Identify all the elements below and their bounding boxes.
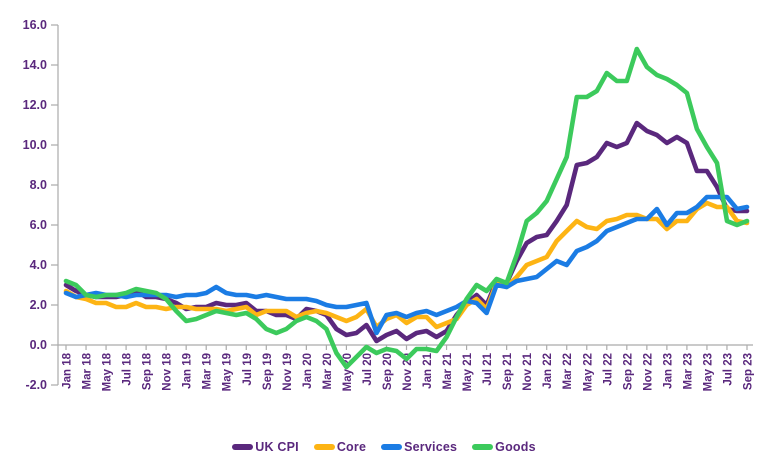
y-axis-tick-label: 16.0 [23, 18, 47, 32]
y-axis-tick-label: 10.0 [23, 138, 47, 152]
legend-item-core: Core [313, 440, 367, 454]
y-axis-tick-label: 2.0 [30, 298, 47, 312]
x-axis-tick-label: Sep 20 [382, 353, 394, 390]
x-axis-tick-label: Jul 22 [602, 353, 614, 386]
legend-item-uk-cpi: UK CPI [232, 440, 299, 454]
x-axis-tick-label: Jan 20 [302, 353, 314, 389]
legend-label-uk-cpi: UK CPI [255, 440, 299, 454]
x-axis-tick-label: Mar 23 [682, 353, 694, 389]
x-axis-tick-label: Nov 19 [282, 353, 294, 391]
x-axis-tick-label: Sep 22 [622, 353, 634, 390]
series-line-services [63, 194, 750, 336]
x-axis-tick-label: Sep 23 [743, 353, 755, 390]
series-line-goods [63, 46, 750, 370]
x-axis-tick-label: Jan 23 [662, 353, 674, 389]
y-axis-tick-label: 12.0 [23, 98, 47, 112]
y-axis-tick-label: 0.0 [30, 338, 47, 352]
x-axis-tick-label: Mar 20 [322, 353, 334, 389]
x-axis-tick-label: Nov 21 [522, 352, 534, 390]
legend-swatch-core [313, 443, 335, 451]
x-axis-tick-label: May 21 [462, 352, 474, 391]
x-axis-tick-label: Sep 19 [262, 353, 274, 390]
series-line-core [63, 200, 750, 330]
x-axis-tick-label: Mar 21 [442, 352, 454, 389]
x-axis-tick-label: Jan 18 [62, 352, 74, 388]
legend-swatch-goods [472, 443, 494, 451]
x-axis-tick-label: Sep 21 [502, 352, 514, 390]
legend-item-goods: Goods [472, 440, 536, 454]
x-axis-tick-label: Jul 18 [122, 352, 134, 385]
x-axis-tick-label: Nov 18 [162, 352, 174, 390]
x-axis-tick-label: Jul 20 [362, 353, 374, 386]
x-axis-tick-label: May 23 [702, 353, 714, 391]
x-axis-tick-label: Jul 23 [722, 353, 734, 386]
x-axis-tick-label: Mar 18 [82, 352, 94, 389]
y-axis-tick-label: 6.0 [30, 218, 47, 232]
x-axis-tick-label: Nov 20 [402, 353, 414, 391]
legend-label-core: Core [336, 440, 367, 454]
y-axis-tick-label: 8.0 [30, 178, 47, 192]
legend-label-services: Services [404, 440, 458, 454]
x-axis-tick-label: May 22 [582, 353, 594, 391]
legend-swatch-uk-cpi [232, 443, 254, 451]
x-axis-tick-label: Sep 18 [142, 352, 154, 390]
x-axis-tick-label: Jan 19 [182, 353, 194, 389]
legend-item-services: Services [381, 440, 457, 454]
x-axis-tick-label: Jul 21 [482, 352, 494, 385]
legend-swatch-services [381, 443, 403, 451]
y-axis-tick-label: 14.0 [23, 58, 47, 72]
y-axis-tick-label: 4.0 [30, 258, 47, 272]
x-axis-tick-label: Jan 22 [542, 353, 554, 389]
x-axis-tick-label: May 19 [222, 353, 234, 391]
legend-label-goods: Goods [495, 440, 536, 454]
x-axis-tick-label: Jul 19 [242, 353, 254, 386]
x-axis-tick-label: Mar 22 [562, 353, 574, 389]
x-axis-tick-label: May 18 [102, 352, 114, 391]
y-axis-tick-label: -2.0 [25, 378, 47, 392]
x-axis-tick-label: Jan 21 [422, 352, 434, 388]
x-axis-tick-label: Nov 22 [642, 353, 654, 391]
x-axis-tick-label: Mar 19 [202, 353, 214, 389]
chart-legend: UK CPI Core Services Goods [0, 440, 768, 454]
